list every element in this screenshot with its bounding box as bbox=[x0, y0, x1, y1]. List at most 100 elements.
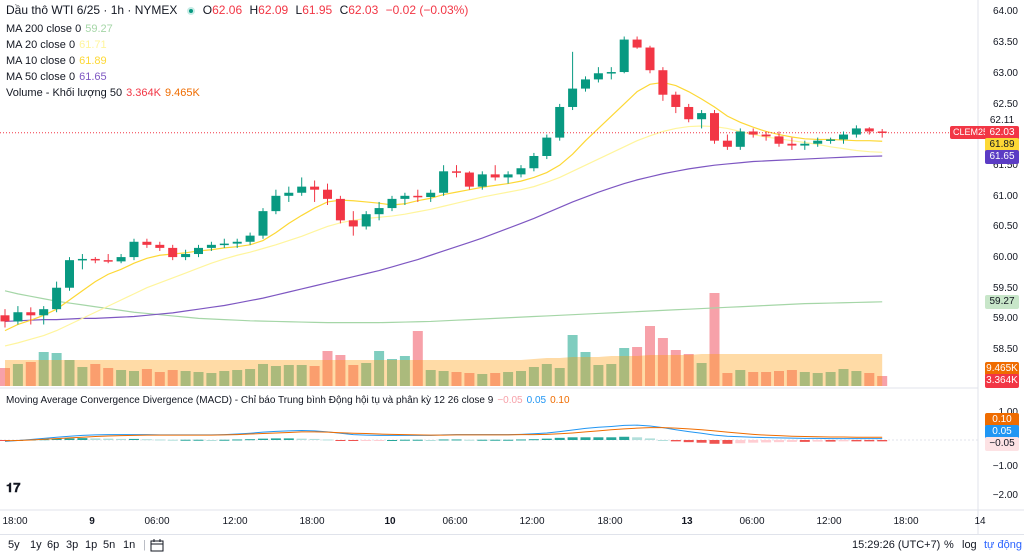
macd-histogram-bar bbox=[503, 439, 514, 441]
time-tick: 06:00 bbox=[144, 516, 170, 527]
macd-histogram-bar bbox=[774, 440, 784, 443]
volume-tag: 3.364K bbox=[985, 374, 1019, 388]
price-tag-ref: 62.11 bbox=[985, 114, 1019, 128]
volume-bar bbox=[490, 373, 501, 386]
macd-histogram-bar bbox=[154, 439, 165, 441]
ma200-label: MA 200 close 0 bbox=[6, 23, 82, 35]
volume-value-2: 9.465K bbox=[164, 87, 200, 99]
macd-histogram-bar bbox=[606, 437, 617, 440]
ma50-line bbox=[4, 155, 883, 323]
volume-bar bbox=[425, 370, 436, 386]
volume-bar bbox=[232, 370, 243, 386]
candle-body bbox=[26, 312, 36, 316]
candle-body bbox=[581, 79, 590, 89]
volume-bar bbox=[180, 371, 191, 386]
timeframe-5y[interactable]: 5y bbox=[8, 539, 20, 551]
calendar-range-icon[interactable] bbox=[150, 539, 164, 555]
macd-histogram-bar bbox=[735, 440, 746, 444]
volume-label: Volume - Khối lượng 50 bbox=[6, 87, 123, 99]
time-tick: 14 bbox=[974, 516, 986, 527]
symbol-tag: CLEM25 bbox=[950, 126, 992, 139]
macd-histogram-bar bbox=[103, 438, 114, 440]
timeframe-3m[interactable]: 3p bbox=[66, 539, 79, 551]
candle-body bbox=[826, 139, 836, 141]
timeframe-5d[interactable]: 5n bbox=[103, 539, 116, 551]
candle-body bbox=[374, 208, 384, 215]
change-value: −0.02 (−0.03%) bbox=[385, 3, 469, 17]
price-tick: 61.00 bbox=[992, 191, 1018, 202]
volume-bar bbox=[283, 365, 294, 386]
candle-body bbox=[606, 72, 616, 74]
close-value: 62.03 bbox=[348, 3, 379, 17]
low-value: 61.95 bbox=[302, 3, 333, 17]
timeframe-1y[interactable]: 1y bbox=[30, 539, 42, 551]
price-tick: 61.50 bbox=[992, 160, 1018, 171]
volume-bar bbox=[851, 371, 862, 386]
volume-bar bbox=[877, 376, 888, 386]
volume-bar bbox=[412, 331, 423, 386]
ma200-legend[interactable]: MA 200 close 0 59.27 bbox=[6, 22, 117, 36]
timeframe-1m[interactable]: 1p bbox=[85, 539, 98, 551]
volume-bar bbox=[438, 371, 449, 386]
candle-body bbox=[348, 220, 358, 227]
volume-bar bbox=[477, 374, 488, 386]
ma10-legend[interactable]: MA 10 close 0 61.89 bbox=[6, 54, 111, 68]
macd-signal-tag: 0.10 bbox=[985, 413, 1019, 427]
macd-histogram-bar bbox=[399, 439, 410, 441]
log-toggle[interactable]: log bbox=[962, 539, 977, 551]
macd-histogram-bar bbox=[193, 439, 204, 441]
macd-signal-line bbox=[4, 427, 883, 442]
ma50-legend[interactable]: MA 50 close 0 61.65 bbox=[6, 70, 111, 84]
candle-body bbox=[142, 241, 152, 245]
candle-body bbox=[219, 243, 229, 246]
volume-bar bbox=[825, 372, 836, 386]
macd-histogram-bar bbox=[632, 437, 643, 440]
macd-histogram-bar bbox=[348, 440, 359, 441]
candle-body bbox=[748, 131, 758, 135]
volume-bar bbox=[657, 338, 668, 386]
ma10-value: 61.89 bbox=[79, 55, 107, 67]
volume-bar bbox=[567, 335, 578, 386]
candle-body bbox=[503, 174, 513, 178]
candle-body bbox=[103, 260, 113, 262]
volume-bar bbox=[245, 369, 256, 386]
macd-legend[interactable]: Moving Average Convergence Divergence (M… bbox=[6, 394, 574, 408]
auto-scale-toggle[interactable]: tự động bbox=[984, 539, 1022, 551]
ma10-label: MA 10 close 0 bbox=[6, 55, 76, 67]
candle-body bbox=[413, 195, 423, 198]
volume-bar bbox=[25, 362, 36, 386]
ma50-label: MA 50 close 0 bbox=[6, 71, 76, 83]
timeframe-1d[interactable]: 1n bbox=[123, 539, 136, 551]
volume-bar bbox=[735, 370, 746, 386]
candle-body bbox=[245, 235, 255, 242]
time-tick: 13 bbox=[681, 516, 693, 527]
candle-body bbox=[697, 113, 707, 120]
macd-histogram-bar bbox=[270, 438, 281, 440]
symbol-title[interactable]: Dầu thô WTI 6/25 · 1h · NYMEX bbox=[6, 3, 178, 17]
toolbar-divider: | bbox=[143, 539, 146, 551]
candle-body bbox=[194, 247, 203, 255]
percent-toggle[interactable]: % bbox=[944, 539, 954, 551]
volume-bar bbox=[64, 360, 75, 386]
ma20-legend[interactable]: MA 20 close 0 61.71 bbox=[6, 38, 111, 52]
timeframe-6m[interactable]: 6p bbox=[47, 539, 60, 551]
volume-legend[interactable]: Volume - Khối lượng 50 3.364K 9.465K bbox=[6, 86, 204, 100]
volume-bar bbox=[761, 372, 772, 386]
clock-timezone[interactable]: 15:29:26 (UTC+7) bbox=[852, 539, 941, 551]
volume-bar bbox=[361, 363, 372, 386]
macd-signal-value: 0.10 bbox=[550, 395, 570, 406]
volume-bar bbox=[0, 368, 10, 386]
macd-histogram-bar bbox=[232, 439, 243, 441]
macd-histogram-bar bbox=[619, 436, 630, 440]
bottom-toolbar: 5y 1y 6p 3p 1p 5n 1n | 15:29:26 (UTC+7) … bbox=[0, 534, 1024, 555]
volume-bar bbox=[464, 373, 475, 386]
tradingview-logo-icon[interactable]: 𝟏𝟕 bbox=[6, 481, 21, 496]
macd-histogram-bar bbox=[322, 439, 333, 441]
volume-bar bbox=[335, 355, 346, 386]
macd-histogram-bar bbox=[167, 439, 178, 441]
price-chart[interactable] bbox=[0, 0, 1024, 534]
macd-histogram-bar bbox=[438, 439, 449, 441]
candle-body bbox=[516, 168, 526, 175]
candle-body bbox=[658, 70, 668, 95]
volume-bar bbox=[374, 351, 385, 386]
